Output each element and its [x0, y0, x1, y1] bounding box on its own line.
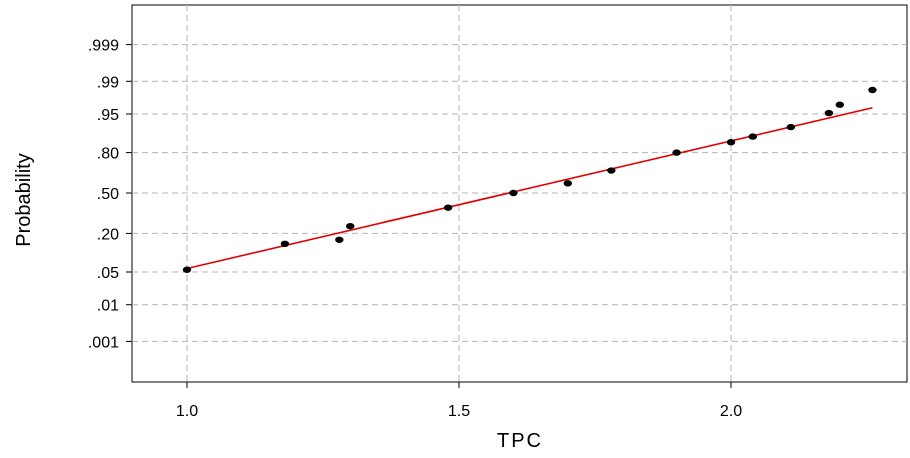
y-tick-label: .001: [88, 334, 119, 351]
data-point: [280, 240, 290, 248]
fit-line: [186, 107, 873, 270]
data-point: [563, 180, 572, 187]
data-point: [748, 133, 757, 140]
y-tick-label: .20: [97, 226, 119, 243]
data-point: [786, 123, 796, 131]
data-point: [835, 101, 844, 108]
data-point: [182, 266, 192, 273]
gridlines: [132, 5, 907, 382]
data-point: [824, 109, 834, 117]
data-point: [443, 204, 453, 211]
y-tick-label: .50: [97, 186, 119, 203]
y-tick-label: .05: [97, 265, 119, 282]
y-tick-label: .999: [88, 38, 119, 55]
data-point: [672, 149, 681, 156]
x-tick-label: 2.0: [720, 403, 742, 420]
plot-area: [131, 4, 908, 383]
data-point: [346, 222, 355, 230]
data-point: [607, 167, 616, 174]
y-axis-ticks: .001 .01 .05 .20 .50 .80 .95 .99 .999: [88, 38, 132, 351]
x-tick-label: 1.0: [176, 403, 198, 420]
y-tick-label: .99: [97, 74, 119, 91]
x-axis-title: TPC: [497, 430, 543, 452]
y-tick-label: .01: [97, 298, 119, 315]
data-point: [868, 86, 877, 94]
fit-line-group: [186, 107, 873, 270]
y-axis-title: Probability: [13, 153, 35, 246]
y-tick-label: .95: [97, 107, 119, 124]
data-point: [726, 138, 736, 146]
y-tick-label: .80: [97, 146, 119, 163]
data-point: [509, 189, 518, 197]
data-point: [335, 236, 344, 243]
data-points: [182, 86, 877, 273]
x-axis-ticks: 1.0 1.5 2.0: [176, 382, 742, 420]
x-tick-label: 1.5: [448, 403, 470, 420]
